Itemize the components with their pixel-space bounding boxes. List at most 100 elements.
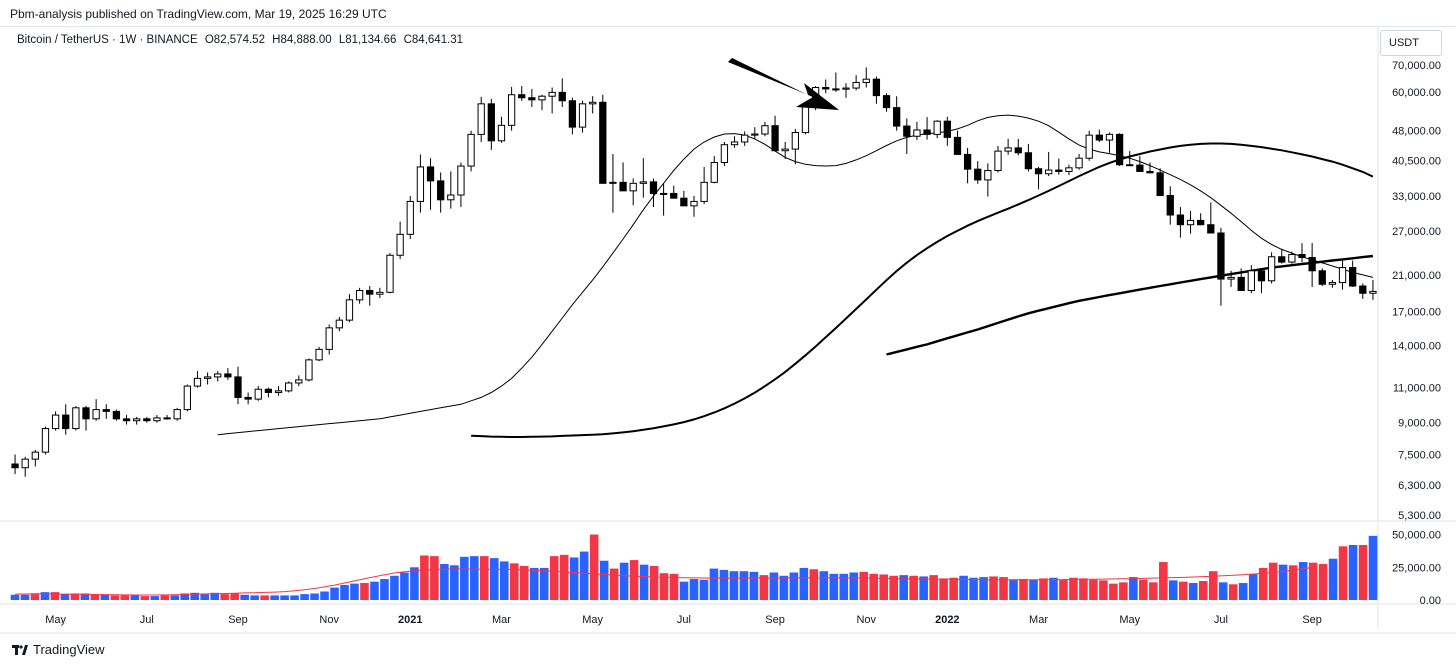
candle[interactable] [974, 161, 982, 184]
volume-bar[interactable] [1348, 545, 1358, 600]
candle[interactable] [264, 387, 273, 398]
candle[interactable] [558, 78, 566, 107]
volume-bar[interactable] [839, 573, 849, 600]
volume-bar[interactable] [340, 584, 349, 600]
candle[interactable] [1197, 213, 1205, 226]
volume-bar[interactable] [579, 551, 589, 600]
volume-bar[interactable] [1089, 579, 1098, 600]
volume-bar[interactable] [909, 575, 918, 600]
volume-bar[interactable] [729, 571, 739, 600]
volume-bar[interactable] [180, 593, 190, 600]
volume-bar[interactable] [160, 595, 170, 600]
volume-bar[interactable] [489, 558, 499, 600]
candle[interactable] [518, 86, 526, 101]
volume-bar[interactable] [140, 596, 150, 600]
candle[interactable] [285, 381, 293, 393]
currency-button[interactable]: USDT [1380, 30, 1442, 56]
candle[interactable] [538, 94, 546, 111]
volume-bar[interactable] [659, 573, 669, 600]
candle[interactable] [234, 366, 242, 405]
candle[interactable] [112, 409, 121, 421]
candle[interactable] [72, 406, 80, 431]
candle[interactable] [274, 386, 283, 396]
volume-bar[interactable] [330, 587, 339, 600]
annotation-arrow-icon[interactable] [728, 58, 839, 110]
volume-bar[interactable] [1029, 579, 1038, 600]
volume-bar[interactable] [869, 573, 879, 600]
candle[interactable] [700, 166, 708, 205]
volume-bar[interactable] [30, 593, 40, 600]
candle[interactable] [62, 404, 70, 435]
volume-bar[interactable] [1159, 562, 1168, 600]
volume-bar[interactable] [1298, 562, 1308, 600]
volume-bar[interactable] [130, 595, 140, 600]
candle[interactable] [163, 415, 171, 420]
candle[interactable] [639, 158, 647, 198]
candle[interactable] [345, 294, 354, 323]
volume-bar[interactable] [849, 572, 859, 600]
volume-bar[interactable] [739, 571, 749, 600]
candle[interactable] [1257, 269, 1266, 294]
candle[interactable] [1278, 248, 1286, 264]
candle[interactable] [680, 190, 688, 207]
volume-bar[interactable] [619, 562, 629, 600]
candle[interactable] [1328, 279, 1337, 288]
volume-bar[interactable] [230, 593, 239, 600]
candle[interactable] [953, 130, 962, 155]
volume-bar[interactable] [1258, 567, 1268, 600]
candle[interactable] [1359, 283, 1367, 299]
candle[interactable] [548, 87, 556, 114]
candle[interactable] [122, 415, 131, 425]
volume-bar[interactable] [280, 595, 289, 600]
volume-bar[interactable] [499, 561, 509, 600]
candle[interactable] [457, 162, 465, 207]
candle[interactable] [862, 67, 870, 88]
candle[interactable] [1338, 260, 1347, 290]
candle[interactable] [1247, 265, 1255, 294]
volume-bar[interactable] [1069, 577, 1078, 600]
candle[interactable] [193, 371, 202, 388]
volume-bar[interactable] [1169, 580, 1178, 600]
volume-bar[interactable] [1358, 545, 1368, 600]
volume-bar[interactable] [450, 565, 459, 600]
volume-bar[interactable] [929, 575, 938, 600]
candle[interactable] [720, 141, 729, 167]
volume-bar[interactable] [699, 579, 709, 600]
volume-bar[interactable] [390, 575, 399, 600]
volume-bar[interactable] [639, 564, 649, 600]
candle[interactable] [31, 449, 39, 467]
candle[interactable] [447, 171, 455, 209]
candle[interactable] [1369, 279, 1377, 300]
candle[interactable] [670, 185, 678, 199]
candle[interactable] [791, 128, 799, 165]
volume-bar[interactable] [779, 575, 789, 600]
candle[interactable] [893, 96, 901, 131]
candle[interactable] [659, 183, 668, 216]
candle[interactable] [507, 86, 516, 131]
volume-bar[interactable] [1288, 565, 1298, 600]
volume-bar[interactable] [1228, 584, 1238, 600]
candle[interactable] [1207, 202, 1215, 234]
volume-bar[interactable] [1049, 577, 1058, 600]
volume-bar[interactable] [949, 577, 958, 600]
volume-bar[interactable] [260, 595, 269, 600]
candle[interactable] [1288, 251, 1296, 264]
candle[interactable] [609, 154, 617, 213]
volume-bar[interactable] [989, 576, 998, 600]
volume-bar[interactable] [789, 572, 799, 600]
volume-bar[interactable] [1268, 562, 1278, 600]
volume-bar[interactable] [480, 556, 489, 600]
volume-bar[interactable] [519, 565, 529, 600]
candle[interactable] [1146, 162, 1154, 174]
volume-bar[interactable] [1129, 577, 1138, 600]
candle[interactable] [943, 116, 951, 146]
volume-bar[interactable] [1178, 581, 1188, 600]
candle[interactable] [173, 407, 181, 421]
symbol-name[interactable]: Bitcoin / TetherUS · 1W · BINANCE [17, 34, 198, 46]
volume-bar[interactable] [410, 567, 419, 600]
volume-bar[interactable] [1198, 581, 1208, 600]
candle[interactable] [153, 415, 161, 423]
volume-bar[interactable] [1328, 558, 1338, 600]
volume-bar[interactable] [799, 567, 809, 600]
volume-bar[interactable] [1019, 579, 1028, 600]
